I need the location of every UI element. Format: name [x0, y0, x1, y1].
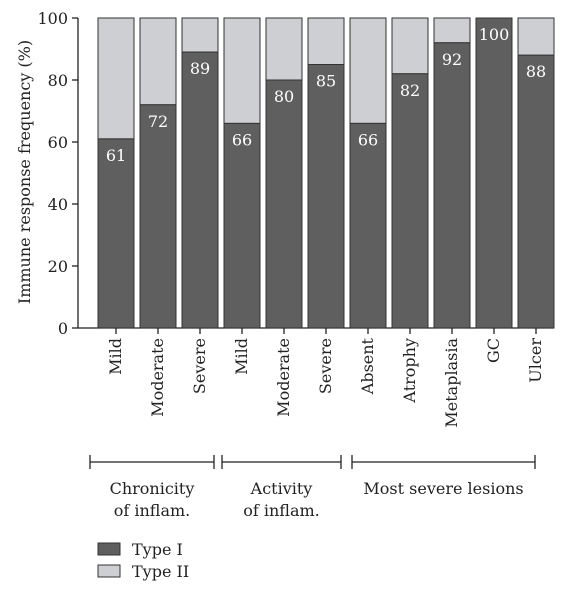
x-tick-label: Mild — [232, 338, 251, 375]
bar-data-label: 88 — [526, 62, 546, 81]
x-tick-label: Moderate — [148, 338, 167, 417]
bar-type2-segment — [517, 17, 555, 56]
bar-type2-segment — [307, 17, 345, 65]
bar-type2-segment — [97, 17, 135, 140]
bar-data-label: 72 — [148, 112, 168, 131]
bar-type2-segment — [433, 17, 471, 44]
bar-type1-segment — [433, 42, 471, 329]
bar-type1-segment — [139, 104, 177, 329]
y-tick-label: 100 — [37, 9, 68, 28]
x-tick-label: Severe — [190, 338, 209, 394]
bar-data-label: 61 — [106, 146, 126, 165]
bar-type2-segment — [265, 17, 303, 81]
legend-label: Type II — [132, 562, 189, 581]
legend-swatch — [97, 542, 121, 556]
bar-type2-segment — [181, 17, 219, 53]
group-label: Most severe lesions — [363, 479, 523, 498]
y-tick-label: 0 — [58, 319, 68, 338]
bar-data-label: 100 — [479, 25, 510, 44]
group-label: of inflam. — [243, 501, 320, 520]
y-tick-label: 40 — [48, 195, 68, 214]
bar-type1-segment — [475, 17, 513, 329]
bar-data-label: 80 — [274, 87, 294, 106]
x-tick-label: GC — [484, 338, 503, 363]
bar-data-label: 85 — [316, 72, 336, 91]
bar-data-label: 66 — [232, 130, 252, 149]
bar-type1-segment — [265, 79, 303, 329]
x-tick-label: Atrophy — [400, 338, 419, 404]
bar-type1-segment — [97, 138, 135, 329]
x-tick-label: Metaplasia — [442, 338, 461, 428]
bar-type1-segment — [181, 51, 219, 329]
bar-type2-segment — [223, 17, 261, 124]
x-tick-label: Moderate — [274, 338, 293, 417]
group-label: Chronicity — [110, 479, 195, 498]
bar-type2-segment — [139, 17, 177, 106]
x-tick-label: Absent — [358, 337, 377, 395]
group-label: of inflam. — [114, 501, 191, 520]
bar-type2-segment — [391, 17, 429, 75]
bar-data-label: 89 — [190, 59, 210, 78]
y-tick-label: 20 — [48, 257, 68, 276]
bar-type1-segment — [307, 64, 345, 329]
group-label: Activity — [250, 479, 313, 498]
bar-data-label: 82 — [400, 81, 420, 100]
x-tick-label: Mild — [106, 338, 125, 375]
bar-data-label: 66 — [358, 130, 378, 149]
bar-type1-segment — [517, 54, 555, 329]
bar-type1-segment — [223, 122, 261, 329]
bar-type2-segment — [349, 17, 387, 124]
y-axis-label: Immune response frequency (%) — [15, 40, 34, 304]
y-tick-label: 60 — [48, 133, 68, 152]
legend-swatch — [97, 564, 121, 578]
legend-label: Type I — [132, 540, 183, 559]
y-tick-label: 80 — [48, 71, 68, 90]
bar-type1-segment — [391, 73, 429, 329]
bar-data-label: 92 — [442, 50, 462, 69]
bar-type1-segment — [349, 122, 387, 329]
x-tick-label: Ulcer — [526, 338, 545, 383]
x-tick-label: Severe — [316, 338, 335, 394]
